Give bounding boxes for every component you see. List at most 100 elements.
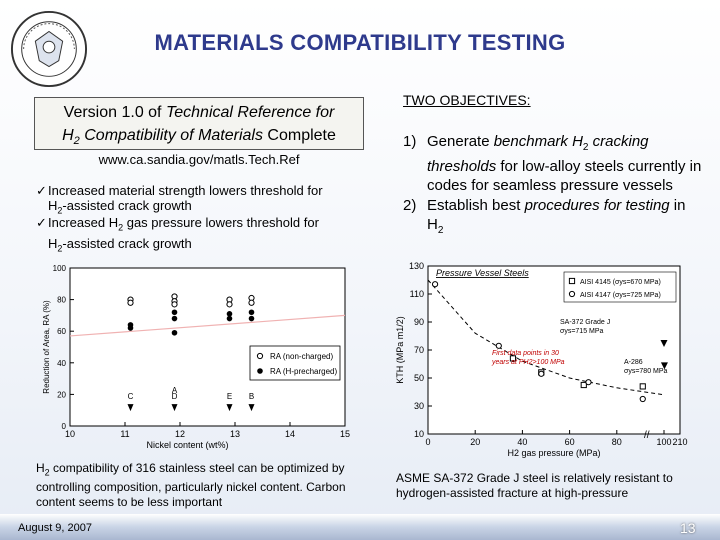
point-label: B bbox=[249, 392, 254, 401]
box-text: Version 1.0 of bbox=[63, 104, 166, 121]
y-tick-label: 10 bbox=[414, 429, 424, 439]
data-point bbox=[171, 309, 178, 316]
bullet-text: Increased H bbox=[48, 215, 119, 230]
annotation-callout: First data points in 30 years at PH2>100 … bbox=[491, 350, 565, 366]
trend-line bbox=[69, 314, 346, 337]
data-point bbox=[248, 309, 255, 316]
x-tick-label: 60 bbox=[565, 437, 575, 447]
objective-text: Establish best bbox=[427, 197, 525, 214]
y-axis-label: KTH (MPa m1/2) bbox=[395, 316, 405, 384]
point-label: A bbox=[172, 386, 178, 395]
bullet-item: ✓ Increased H2 gas pressure lowers thres… bbox=[36, 215, 378, 256]
technical-reference-box: Version 1.0 of Technical Reference for H… bbox=[34, 97, 364, 150]
data-point bbox=[171, 301, 178, 308]
legend-marker bbox=[256, 352, 264, 360]
legend-label: RA (H-precharged) bbox=[270, 367, 337, 376]
y-axis-label: Reduction of Area, RA (%) bbox=[42, 300, 51, 394]
objective-text-italic: cracking thresholds bbox=[427, 133, 649, 175]
trend-line bbox=[427, 279, 665, 396]
reference-url: www.ca.sandia.gov/matls.Tech.Ref bbox=[98, 152, 300, 167]
legend-marker bbox=[568, 290, 576, 298]
data-point bbox=[248, 299, 255, 306]
y-tick-label: 50 bbox=[414, 373, 424, 383]
data-point bbox=[495, 342, 502, 349]
data-point bbox=[585, 379, 592, 386]
x-tick-label: 100 bbox=[656, 437, 671, 447]
doe-seal-icon bbox=[10, 10, 88, 88]
data-point bbox=[431, 281, 439, 288]
y-tick-label: 110 bbox=[410, 289, 424, 299]
point-label: D bbox=[172, 392, 178, 401]
footer-date: August 9, 2007 bbox=[18, 522, 93, 534]
x-tick-label: 0 bbox=[425, 437, 430, 447]
subscript: 2 bbox=[118, 222, 124, 233]
annotation-label: σys=715 MPa bbox=[560, 328, 604, 335]
data-point bbox=[538, 370, 545, 377]
bullet-text: Increased material strength lowers thres… bbox=[48, 183, 323, 198]
bullet-text: H bbox=[48, 235, 58, 251]
nickel-content-chart: 10 11 12 13 14 15 0 20 40 60 80 100 Nickel content (… bbox=[42, 264, 350, 450]
objective-text: for low-alloy steels currently in codes … bbox=[427, 158, 702, 194]
objectives-list: 1) Generate benchmark H2 cracking thresh… bbox=[403, 132, 703, 241]
arrow-marker bbox=[226, 404, 233, 412]
x-tick-label: 14 bbox=[285, 429, 295, 439]
pressure-vessel-chart: Pressure Vessel Steels 0 20 40 60 80 100 210 // 1… bbox=[395, 261, 688, 458]
legend-label: RA (non-charged) bbox=[270, 352, 333, 361]
y-tick-label: 90 bbox=[414, 317, 424, 327]
legend-box bbox=[249, 345, 341, 381]
data-point bbox=[660, 340, 668, 347]
data-point bbox=[226, 315, 233, 322]
objectives-heading: TWO OBJECTIVES: bbox=[403, 92, 531, 108]
legend-marker bbox=[568, 277, 576, 285]
caption-text: compatibility of 316 stainless steel can… bbox=[36, 461, 346, 510]
x-tick-label: 210 bbox=[672, 437, 687, 447]
box-text: H bbox=[62, 127, 74, 144]
bullet-text: H bbox=[48, 198, 58, 213]
objective-item: 1) Generate benchmark H2 cracking thresh… bbox=[403, 132, 703, 195]
data-point bbox=[660, 362, 668, 370]
y-tick-label: 0 bbox=[62, 422, 67, 431]
objective-item: 2) Establish best procedures for testing… bbox=[403, 196, 703, 240]
arrow-marker bbox=[127, 404, 134, 412]
x-tick-label: 15 bbox=[340, 429, 350, 439]
x-tick-label: 80 bbox=[612, 437, 622, 447]
arrow-marker bbox=[248, 404, 255, 412]
x-tick-label: 11 bbox=[120, 429, 129, 439]
x-tick-label: 13 bbox=[230, 429, 240, 439]
chart-title: Pressure Vessel Steels bbox=[436, 268, 529, 278]
right-caption: ASME SA-372 Grade J steel is relatively … bbox=[396, 471, 673, 500]
caption-text: H bbox=[36, 461, 45, 475]
box-text-italic: Compatibility of Materials bbox=[79, 127, 263, 144]
subscript: 2 bbox=[73, 135, 80, 148]
y-tick-label: 20 bbox=[57, 390, 66, 399]
objective-text: Generate bbox=[427, 133, 494, 150]
y-tick-label: 80 bbox=[57, 296, 66, 305]
subscript: 2 bbox=[582, 142, 589, 153]
data-point bbox=[509, 355, 517, 362]
objective-number: 1) bbox=[403, 133, 417, 150]
objective-number: 2) bbox=[403, 197, 417, 214]
bullet-text: -assisted crack growth bbox=[62, 235, 192, 251]
subscript: 2 bbox=[437, 225, 444, 236]
legend-box bbox=[563, 271, 677, 303]
data-point bbox=[127, 299, 134, 306]
objective-text-italic: benchmark H bbox=[493, 133, 583, 150]
x-tick-label: 40 bbox=[517, 437, 527, 447]
legend-label: AISI 4147 (σys=725 MPa) bbox=[580, 292, 661, 299]
annotation-label: σys=780 MPa bbox=[624, 368, 668, 375]
checkmark-icon: ✓ bbox=[36, 215, 47, 230]
x-tick-label: 10 bbox=[65, 429, 75, 439]
data-point bbox=[226, 301, 233, 308]
checkmark-icon: ✓ bbox=[36, 183, 47, 198]
subscript: 2 bbox=[44, 467, 50, 478]
data-point bbox=[226, 311, 233, 317]
bullet-text: gas pressure lowers threshold for bbox=[123, 215, 319, 230]
objective-text-italic: procedures for testing bbox=[524, 197, 670, 214]
data-point bbox=[639, 395, 646, 403]
axis-break-mark: // bbox=[644, 430, 650, 441]
data-point bbox=[127, 325, 134, 331]
arrow-marker bbox=[171, 404, 178, 412]
subscript: 2 bbox=[57, 243, 63, 254]
x-axis-label: H2 gas pressure (MPa) bbox=[507, 448, 600, 458]
subscript: 2 bbox=[57, 205, 63, 216]
